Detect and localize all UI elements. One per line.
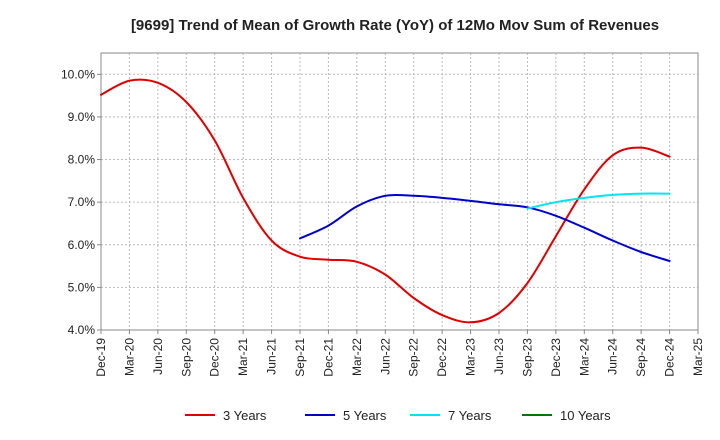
- y-tick-label: 9.0%: [68, 110, 96, 124]
- x-tick-label: Dec-20: [208, 338, 222, 377]
- x-tick-label: Dec-19: [94, 338, 108, 377]
- x-tick-label: Jun-22: [378, 338, 392, 375]
- x-tick-label: Mar-23: [464, 338, 478, 376]
- x-tick-label: Mar-25: [691, 338, 705, 376]
- x-axis: Dec-19 Mar-20 Jun-20 Sep-20 Dec-20 Mar-21 Jun-…: [94, 330, 705, 377]
- x-tick-label: Dec-22: [435, 338, 449, 377]
- x-tick-label: Sep-20: [179, 338, 193, 377]
- legend-label-5-years: 5 Years: [343, 408, 387, 423]
- y-tick-label: 4.0%: [68, 323, 96, 337]
- y-tick-label: 10.0%: [61, 67, 95, 81]
- x-tick-label: Jun-20: [151, 338, 165, 375]
- x-tick-label: Sep-23: [520, 338, 534, 377]
- x-tick-label: Dec-24: [663, 338, 677, 377]
- x-tick-label: Dec-23: [549, 338, 563, 377]
- legend-label-3-years: 3 Years: [223, 408, 267, 423]
- x-tick-label: Mar-20: [122, 338, 136, 376]
- series-lines: [100, 78, 671, 324]
- x-tick-label: Mar-24: [577, 338, 591, 376]
- series-line-5-years: [299, 193, 671, 262]
- legend: 3 Years 5 Years 7 Years 10 Years: [185, 408, 611, 423]
- grid: [100, 53, 699, 331]
- series-line-3-years: [100, 78, 671, 324]
- x-tick-label: Mar-22: [350, 338, 364, 376]
- y-tick-label: 5.0%: [68, 280, 96, 294]
- x-tick-label: Jun-24: [606, 338, 620, 375]
- y-axis: 4.0% 5.0% 6.0% 7.0% 8.0% 9.0% 10.0%: [61, 67, 101, 337]
- plot-frame: [100, 52, 699, 331]
- x-tick-label: Dec-21: [321, 338, 335, 377]
- series-line-7-years: [526, 192, 671, 210]
- legend-label-10-years: 10 Years: [560, 408, 611, 423]
- y-tick-label: 7.0%: [68, 195, 96, 209]
- x-tick-label: Mar-21: [236, 338, 250, 376]
- x-tick-label: Sep-21: [293, 338, 307, 377]
- chart-title: [9699] Trend of Mean of Growth Rate (YoY…: [131, 17, 659, 34]
- legend-label-7-years: 7 Years: [448, 408, 492, 423]
- x-tick-label: Sep-24: [634, 338, 648, 377]
- x-tick-label: Jun-23: [492, 338, 506, 375]
- y-tick-label: 8.0%: [68, 153, 96, 167]
- x-tick-label: Sep-22: [407, 338, 421, 377]
- y-tick-label: 6.0%: [68, 238, 96, 252]
- x-tick-label: Jun-21: [265, 338, 279, 375]
